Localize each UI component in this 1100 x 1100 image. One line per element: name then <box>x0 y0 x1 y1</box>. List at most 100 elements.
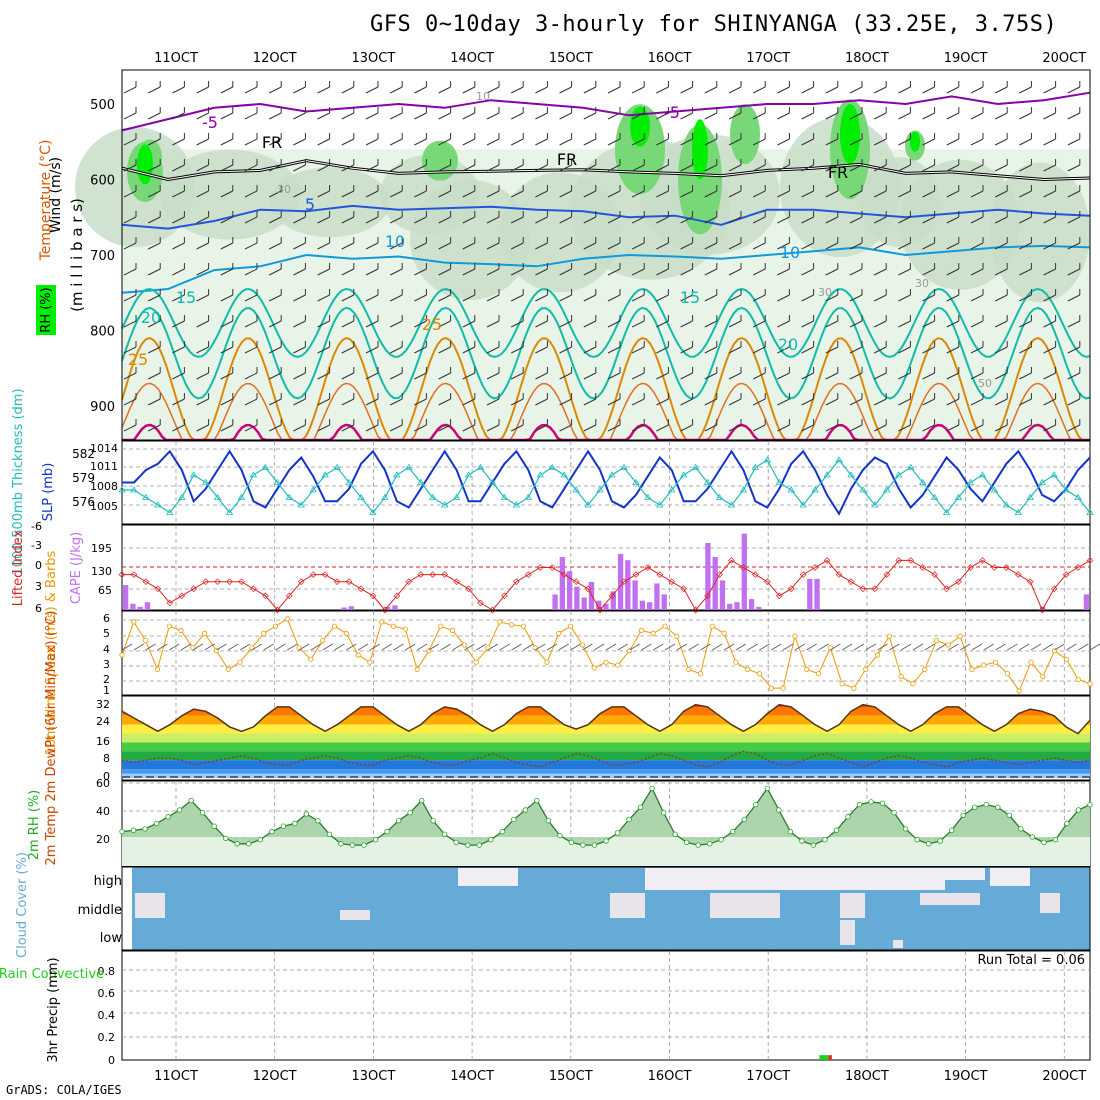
wind-speed-point <box>745 666 751 673</box>
rh-point <box>891 810 897 816</box>
wind-barb <box>123 242 137 250</box>
wind-barb <box>801 268 814 276</box>
wind-barb <box>462 138 476 146</box>
lifted-index-point <box>632 571 640 578</box>
wind-barb <box>583 424 597 432</box>
wind-tick-label: 1 <box>103 684 110 697</box>
surface-wind-barb <box>334 643 345 651</box>
wind-barb <box>1043 164 1056 172</box>
wind-barb <box>293 112 306 120</box>
wind-barb <box>293 190 306 198</box>
lifted-index-point <box>536 564 544 571</box>
rh-point <box>223 835 229 842</box>
x-tick-label: 11OCT <box>154 51 198 66</box>
y-tick-label: 700 <box>90 249 115 264</box>
lifted-index-point <box>967 564 974 571</box>
wind-speed-point <box>638 627 645 634</box>
wind-speed-point <box>1016 688 1022 694</box>
lifted-index-point <box>943 585 950 593</box>
lifted-index-point <box>608 592 616 600</box>
wind-speed-point <box>579 642 585 648</box>
rh-point <box>683 839 690 846</box>
wind-barb <box>317 398 330 406</box>
wind-barb <box>462 112 476 120</box>
wind-barb <box>801 346 814 354</box>
thickness-point <box>213 493 222 500</box>
wind-barb <box>728 346 742 354</box>
wind-barb <box>752 268 766 276</box>
wind-barb <box>510 372 524 380</box>
rh-point <box>914 837 920 843</box>
wind-barb <box>1043 242 1056 250</box>
wind-barb <box>365 398 379 406</box>
x-tick-label: 12OCT <box>253 51 297 66</box>
wind-barb <box>1043 372 1056 380</box>
wind-barb <box>922 190 935 198</box>
wind-barb <box>994 112 1008 120</box>
wind-barb <box>849 346 863 354</box>
surface-wind-barb <box>676 643 688 651</box>
wind-speed-point <box>733 659 739 665</box>
wind-barb <box>752 164 766 172</box>
wind-barb <box>293 268 306 276</box>
thickness-point <box>524 493 533 500</box>
wind-barb <box>777 424 790 432</box>
surface-wind-barb <box>712 643 723 651</box>
surface-wind-barb <box>452 643 463 651</box>
wind-speed-point <box>839 681 845 687</box>
wind-barb <box>462 268 476 276</box>
wind-barb <box>510 216 524 224</box>
contour-label: 10 <box>385 232 405 251</box>
wind-barb <box>220 138 234 146</box>
wind-speed-point <box>615 662 621 668</box>
wind-barb <box>365 372 379 380</box>
precip-tick-label: 0.8 <box>98 965 116 978</box>
lifted-index-point <box>190 585 198 593</box>
wind-barb <box>898 164 911 172</box>
wind-speed-point <box>367 659 373 665</box>
wind-speed-point <box>1075 676 1081 683</box>
wind-barb <box>486 398 500 406</box>
wind-barb <box>994 138 1008 146</box>
cloud-clear-gap <box>1040 893 1060 913</box>
cloud-clear-gap <box>645 868 945 890</box>
rh-moist-zone <box>678 124 722 235</box>
wind-speed-point <box>863 666 869 673</box>
wind-barb <box>752 86 766 94</box>
contour-label: 5 <box>305 195 315 214</box>
wind-barb <box>268 242 282 250</box>
wind-barb <box>196 320 209 328</box>
wind-barb <box>728 138 742 146</box>
wind-barb <box>777 320 790 328</box>
wind-speed-point <box>674 633 680 639</box>
wind-barb <box>680 372 693 380</box>
thickness-point <box>811 486 819 493</box>
rh-saturated-zone <box>840 104 860 165</box>
wind-speed-point <box>922 666 928 673</box>
wind-speed-point <box>768 685 774 691</box>
dewpoint-line <box>121 750 1091 768</box>
wind-barb <box>680 346 693 354</box>
wind-barb <box>656 190 669 198</box>
contour-label: 20 <box>778 335 798 354</box>
wind-speed-point <box>886 633 892 639</box>
x-tick-label: 16OCT <box>648 1069 692 1084</box>
cloud-panel-frame <box>121 866 1091 951</box>
cloud-clear-gap <box>610 893 645 918</box>
lifted-index-point <box>357 585 365 593</box>
wind-barb <box>583 268 597 276</box>
lifted-index-point <box>728 557 735 564</box>
wind-barb <box>631 216 645 224</box>
thickness-point <box>596 486 604 493</box>
rh-tick-label: 60 <box>96 777 110 790</box>
lifted-index-point <box>1062 571 1070 578</box>
surface-wind-barb <box>523 643 534 651</box>
thickness-point <box>273 478 282 485</box>
wind-barb <box>147 398 161 406</box>
wind-barb <box>1067 268 1081 276</box>
wind-barb <box>268 112 282 120</box>
thickness-point <box>787 486 795 493</box>
rh-axis-label: 2m RH (%) <box>27 790 42 861</box>
lifted-index-point <box>752 571 759 578</box>
wind-barb <box>438 138 451 146</box>
